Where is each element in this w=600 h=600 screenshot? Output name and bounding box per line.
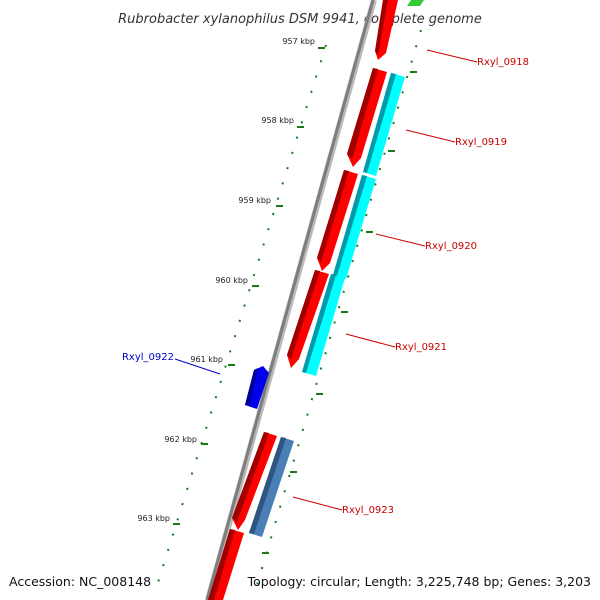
feature-red-0920-shade [317,170,349,262]
gene-label-0923[interactable]: Rxyl_0923 [342,505,394,516]
backbone [205,0,375,600]
leader-0921 [345,333,396,348]
gene-label-0920[interactable]: Rxyl_0920 [425,241,477,252]
tick-label-960: 960 kbp [215,276,248,285]
feature-steel-0923-shade [249,437,286,534]
feature-red-0918-shade [375,0,388,55]
gene-label-0919[interactable]: Rxyl_0919 [455,137,507,148]
leader-0920 [375,233,426,247]
map-title: Rubrobacter xylanophilus DSM 9941, compl… [118,12,482,27]
tick-label-963: 963 kbp [137,514,170,523]
feature-red-0919-shade [347,68,378,159]
accession-text: Accession: NC_008148 [9,574,152,589]
tick-label-959: 959 kbp [238,196,271,205]
feature-red-0921-shade [287,270,320,359]
feature-red-0921 [287,270,329,368]
feature-cyan-0920-shade [333,175,367,276]
gene-label-0918[interactable]: Rxyl_0918 [477,57,529,68]
leader-0918 [426,49,478,63]
tick-marks [173,47,417,554]
leader-0922 [174,358,221,375]
feature-red-0919 [347,68,387,167]
tick-label-961: 961 kbp [190,355,223,364]
feature-blue-0922-shade [245,368,258,406]
gene-label-0922[interactable]: Rxyl_0922 [122,352,174,363]
feature-green-top [407,0,424,6]
feature-red-bottom-shade [208,529,235,600]
topology-text: Topology: circular; Length: 3,225,748 bp… [247,574,591,589]
feature-red-0923-shade [232,432,269,522]
feature-red-0920 [317,170,358,271]
tick-label-958: 958 kbp [261,116,294,125]
tick-label-957: 957 kbp [282,37,315,46]
leader-0919 [405,129,456,143]
feature-cyan-0921-shade [302,274,336,373]
feature-red-0923 [232,432,277,530]
feature-cyan-0919-shade [363,73,396,173]
leader-0923 [292,496,343,511]
gene-label-0921[interactable]: Rxyl_0921 [395,342,447,353]
tick-label-962: 962 kbp [164,435,197,444]
scale-track-inner [254,29,422,593]
